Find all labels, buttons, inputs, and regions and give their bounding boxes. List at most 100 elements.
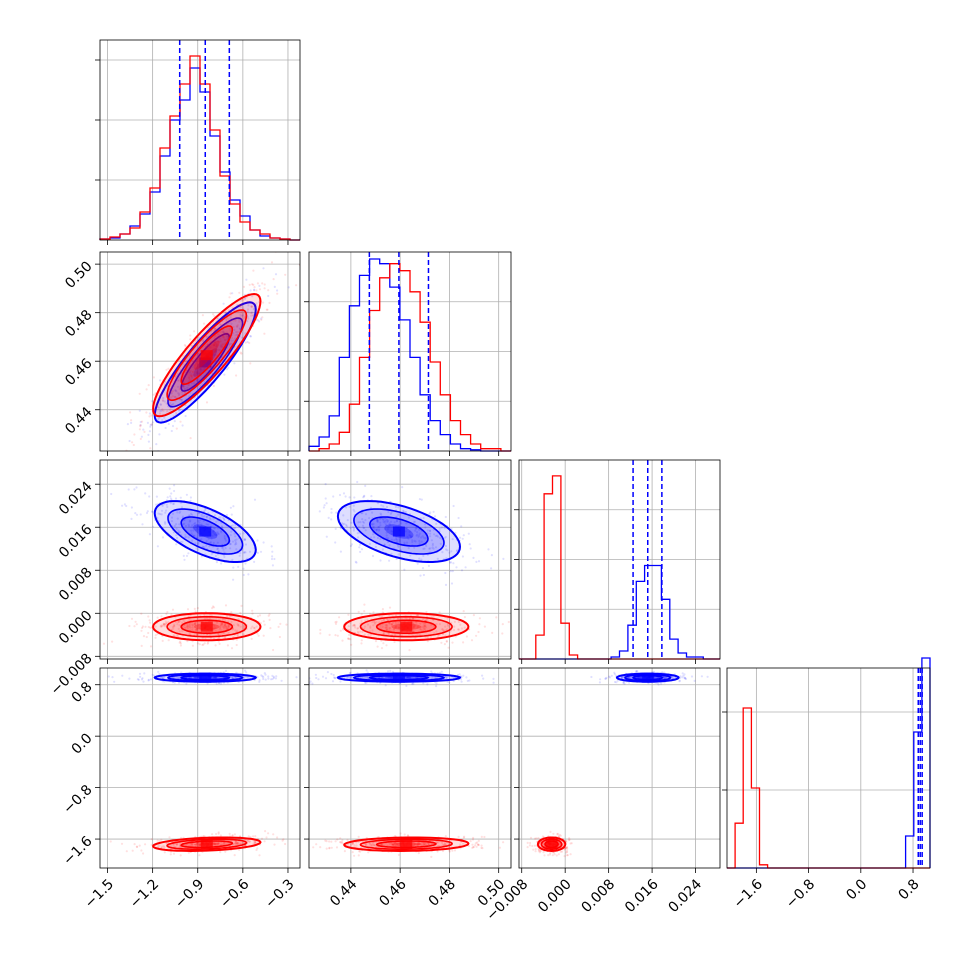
scatter-point — [215, 344, 218, 347]
scatter-point — [394, 844, 397, 848]
scatter-point — [227, 366, 230, 369]
scatter-point — [197, 623, 200, 626]
x-tick-label-3-2: 0.0 — [843, 876, 870, 903]
scatter-point — [260, 674, 263, 677]
scatter-point — [197, 366, 200, 369]
scatter-point — [192, 365, 195, 369]
scatter-point — [376, 519, 379, 522]
scatter-point — [463, 835, 466, 838]
contour-red-2 — [180, 325, 234, 386]
scatter-point — [201, 643, 204, 647]
scatter-point — [205, 515, 208, 519]
scatter-point — [356, 532, 359, 535]
scatter-point — [160, 625, 163, 628]
scatter-point — [111, 640, 114, 643]
scatter-point — [140, 629, 143, 632]
scatter-point — [347, 613, 350, 616]
scatter-point — [235, 538, 238, 541]
scatter-point — [558, 833, 561, 837]
scatter-point — [385, 518, 388, 521]
scatter-point — [424, 526, 427, 529]
scatter-point — [183, 626, 186, 630]
scatter-point — [535, 837, 538, 840]
panel-2-1-frame — [308, 459, 512, 660]
scatter-point — [233, 843, 236, 846]
contour-red-1 — [166, 615, 248, 638]
scatter-point — [349, 544, 352, 548]
scatter-point — [388, 622, 391, 625]
scatter-point — [684, 677, 687, 680]
scatter-point — [441, 843, 444, 846]
scatter-point — [420, 498, 423, 501]
scatter-point — [235, 841, 238, 844]
scatter-point — [340, 840, 344, 844]
scatter-point — [188, 514, 191, 517]
scatter-point — [438, 527, 441, 530]
scatter-point — [162, 845, 165, 848]
scatter-point — [267, 289, 270, 292]
scatter-point — [284, 273, 287, 276]
scatter-point — [192, 526, 195, 529]
scatter-point — [449, 839, 452, 842]
scatter-point — [342, 514, 345, 517]
scatter-point — [370, 495, 373, 498]
scatter-point — [360, 639, 363, 642]
scatter-point — [439, 536, 442, 540]
scatter-point — [177, 627, 180, 631]
scatter-point — [665, 676, 668, 679]
scatter-point — [252, 835, 255, 838]
scatter-point — [237, 617, 240, 621]
scatter-point — [375, 528, 378, 531]
scatter-point — [201, 314, 204, 317]
scatter-point — [413, 844, 416, 847]
scatter-point — [529, 836, 533, 839]
scatter-point — [306, 640, 308, 642]
scatter-point — [351, 526, 355, 529]
scatter-point — [684, 677, 688, 681]
scatter-point — [215, 345, 218, 348]
scatter-point — [224, 622, 227, 625]
scatter-point — [330, 672, 333, 676]
scatter-point — [387, 676, 390, 679]
scatter-point — [189, 334, 192, 337]
scatter-point — [502, 557, 505, 561]
scatter-point — [217, 831, 220, 834]
scatter-point — [369, 626, 372, 630]
contour-blue-1 — [167, 317, 244, 408]
scatter-point — [228, 615, 232, 618]
scatter-point — [163, 400, 166, 403]
scatter-point — [147, 679, 150, 682]
scatter-point — [429, 535, 432, 538]
scatter-point — [248, 550, 252, 553]
scatter-point — [229, 534, 232, 537]
scatter-point — [529, 841, 532, 845]
scatter-point — [372, 611, 375, 614]
scatter-point — [559, 834, 562, 837]
scatter-point — [234, 629, 237, 632]
scatter-point — [191, 626, 194, 629]
scatter-point — [492, 677, 495, 681]
scatter-point — [567, 839, 571, 842]
scatter-point — [353, 510, 356, 513]
scatter-point — [422, 624, 426, 627]
scatter-point — [393, 841, 396, 844]
scatter-point — [447, 625, 450, 628]
scatter-point — [221, 315, 224, 318]
scatter-point — [253, 626, 256, 630]
scatter-point — [362, 521, 366, 524]
scatter-point — [187, 536, 190, 539]
scatter-point — [590, 675, 593, 679]
scatter-point — [568, 838, 571, 841]
scatter-point — [235, 840, 238, 843]
scatter-point — [392, 844, 395, 847]
scatter-point — [138, 409, 141, 412]
scatter-point — [357, 632, 360, 635]
scatter-point — [413, 539, 416, 543]
scatter-point — [368, 630, 371, 633]
scatter-point — [168, 388, 171, 391]
scatter-point — [242, 307, 245, 310]
scatter-point — [321, 675, 325, 678]
scatter-point — [222, 302, 225, 305]
scatter-point — [179, 420, 182, 423]
scatter-point — [173, 681, 176, 684]
